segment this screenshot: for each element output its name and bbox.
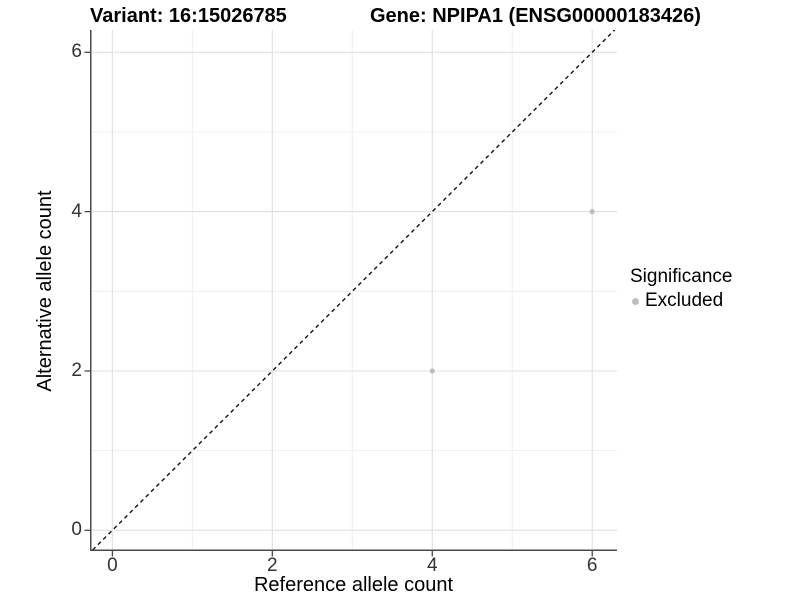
y-tick-label: 2 [71, 359, 82, 381]
identity-reference-line [90, 30, 616, 551]
legend: Significance Excluded [630, 266, 732, 312]
data-point [589, 209, 595, 215]
legend-item-label: Excluded [645, 290, 724, 311]
x-tick-label: 0 [107, 555, 118, 576]
legend-title: Significance [630, 266, 733, 287]
plot-title-gene: Gene: NPIPA1 (ENSG00000183426) [370, 5, 701, 27]
plot-title-variant: Variant: 16:15026785 [90, 5, 287, 27]
y-tick-label: 4 [71, 200, 82, 222]
x-tick-label: 6 [586, 555, 598, 576]
y-tick-label: 6 [71, 41, 82, 63]
x-axis-title: Reference allele count [253, 574, 453, 596]
x-tick-label: 2 [267, 555, 278, 576]
y-axis-title: Alternative allele count [34, 190, 56, 392]
x-tick-label: 4 [426, 555, 438, 576]
y-tick-label: 0 [71, 519, 82, 541]
data-point [429, 368, 435, 374]
axis-lines [90, 30, 617, 551]
legend-point-icon [632, 297, 639, 305]
legend-item-excluded: Excluded [630, 290, 732, 312]
plot-canvas [84, 30, 617, 557]
